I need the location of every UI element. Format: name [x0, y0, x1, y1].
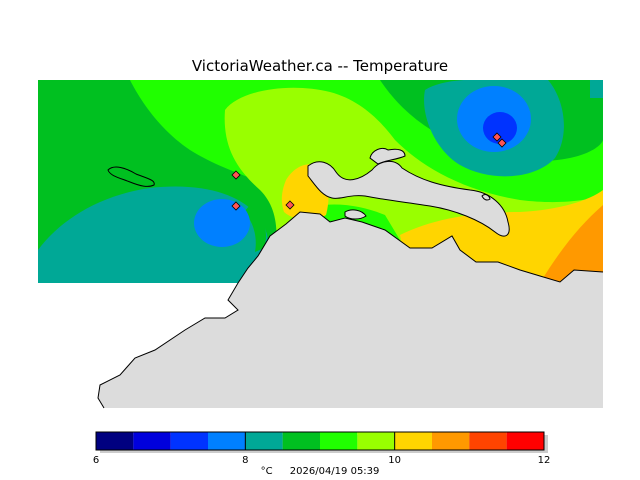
- legend-bin: [394, 432, 432, 450]
- land-south-peninsula: [98, 212, 603, 408]
- field-band-7-7-5-east: [483, 112, 517, 144]
- map-title: VictoriaWeather.ca -- Temperature: [191, 57, 449, 75]
- legend-caption: °C 2026/04/19 05:39: [0, 466, 640, 477]
- field-band-west-inner-green: [244, 205, 267, 252]
- unit-label: °C: [260, 466, 273, 477]
- legend-tick-label: 6: [92, 455, 100, 466]
- legend-tick-label: 12: [537, 455, 551, 466]
- station-marker: [497, 138, 507, 148]
- legend-bin: [170, 432, 208, 450]
- legend-tick-label: 10: [388, 455, 402, 466]
- legend-bin: [282, 432, 320, 450]
- field-band-7-5-8-west: [194, 199, 250, 247]
- station-markers: [231, 132, 507, 211]
- station-marker: [285, 200, 295, 210]
- coastline-northeast-island: [307, 161, 510, 237]
- field-band-top-right-teal: [590, 80, 603, 98]
- coastline-south-peninsula: [97, 211, 604, 409]
- legend-bin: [133, 432, 171, 450]
- temperature-field: [38, 80, 603, 283]
- legend-bin: [506, 432, 544, 450]
- land-northeast-island: [308, 161, 510, 237]
- legend-bin: [96, 432, 134, 450]
- legend-ticks: [95, 432, 545, 450]
- station-marker: [231, 201, 241, 211]
- coastline-small-bay-east: [369, 147, 406, 165]
- field-band-10-5-11: [540, 205, 603, 283]
- coastline-west-islet: [107, 166, 155, 187]
- legend-bin: [469, 432, 507, 450]
- legend-bin: [357, 432, 395, 450]
- station-marker: [492, 132, 502, 142]
- coastlines: [97, 147, 604, 409]
- legend-bin: [432, 432, 470, 450]
- legend-tick-label: 8: [242, 455, 249, 466]
- land-small-bay-east: [370, 148, 405, 164]
- station-marker: [231, 170, 241, 180]
- coastline-east-islet: [481, 194, 491, 201]
- timestamp-label: 2026/04/19 05:39: [289, 466, 380, 477]
- land-masses: [98, 148, 603, 408]
- legend-bin: [245, 432, 283, 450]
- legend-bin: [208, 432, 246, 450]
- land-small-island: [345, 209, 366, 219]
- legend-bin: [320, 432, 358, 450]
- coastline-small-island: [344, 209, 367, 220]
- legend-bins: [95, 431, 548, 453]
